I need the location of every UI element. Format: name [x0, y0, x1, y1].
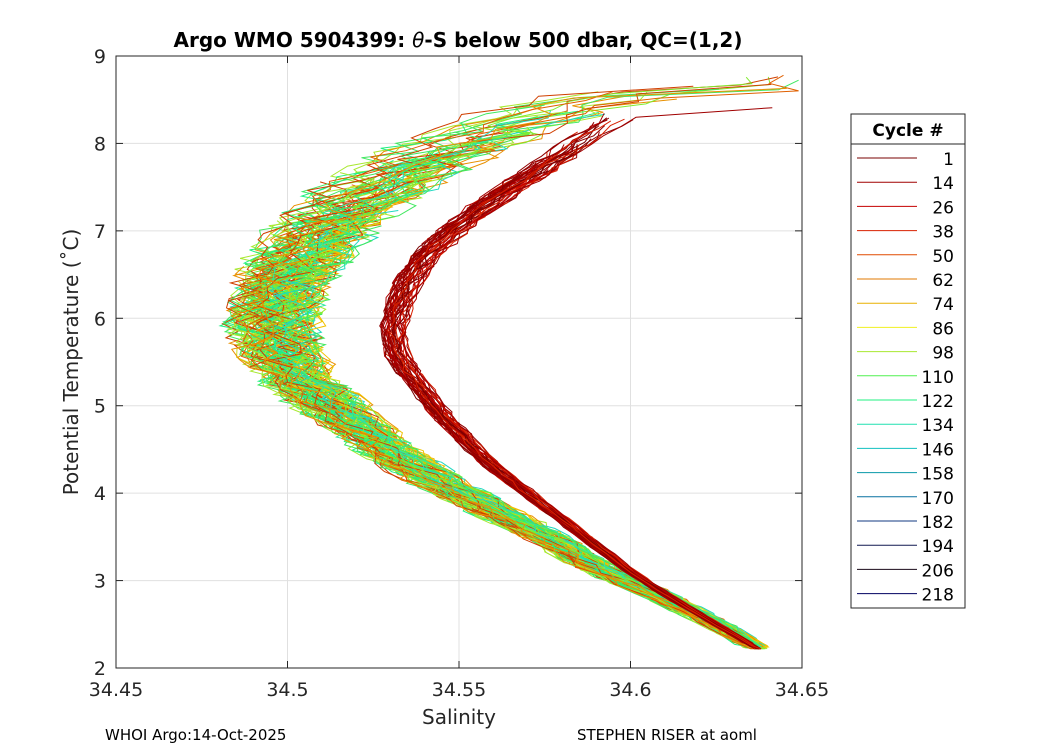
profile-line-late-78: [222, 251, 758, 650]
y-tick-label: 5: [94, 396, 106, 418]
y-tick-label: 8: [94, 133, 106, 155]
y-tick-label: 2: [94, 658, 106, 680]
legend-label: 122: [922, 392, 954, 412]
footer-right: STEPHEN RISER at aoml: [577, 726, 757, 744]
x-axis-ticks: 34.45 34.5 34.55 34.6 34.65: [89, 56, 829, 701]
legend-label: 38: [932, 223, 954, 243]
legend-label: 98: [932, 344, 954, 364]
profile-line-early-30: [391, 144, 757, 650]
legend-box: [850, 113, 966, 609]
profile-line-late-94: [259, 221, 760, 650]
plot-area: 34.45 34.5 34.55 34.6 34.65 2 3 4 5 6 7 8 9: [89, 46, 829, 701]
legend-label: 170: [922, 489, 954, 509]
legend-label: 194: [922, 537, 954, 557]
x-tick-label: 34.65: [775, 679, 829, 701]
footer-left: WHOI Argo:14-Oct-2025: [105, 726, 286, 744]
y-tick-label: 7: [94, 221, 106, 243]
chart-title: Argo WMO 5904399: θ-S below 500 dbar, QC…: [174, 28, 743, 52]
x-axis-label: Salinity: [422, 705, 496, 729]
profile-line-late-96: [259, 162, 758, 650]
x-tick-label: 34.55: [432, 679, 486, 701]
profile-line-early-38: [389, 117, 760, 650]
legend-label: 146: [922, 440, 954, 460]
legend-label: 206: [922, 561, 954, 581]
y-tick-label: 3: [94, 571, 106, 593]
profile-line-late-104: [286, 133, 762, 650]
y-tick-label: 4: [94, 483, 106, 505]
legend-label: 26: [932, 198, 954, 218]
x-tick-label: 34.45: [89, 679, 143, 701]
profile-traces: [218, 74, 799, 650]
y-axis-label: Potential Temperature (˚C): [59, 229, 83, 496]
x-tick-label: 34.6: [609, 679, 651, 701]
legend-label: 110: [922, 368, 954, 388]
x-tick-label: 34.5: [266, 679, 308, 701]
profile-line-late-109: [249, 87, 787, 650]
profile-line-late-103: [255, 206, 756, 649]
legend-label: 14: [932, 174, 954, 194]
legend-label: 50: [932, 247, 954, 267]
profile-line-early-39: [386, 120, 761, 650]
legend-label: 134: [922, 416, 954, 436]
legend-title: Cycle #: [872, 121, 943, 141]
y-axis-ticks: 2 3 4 5 6 7 8 9: [94, 46, 802, 680]
profile-line-early-36: [403, 107, 773, 650]
legend-label: 158: [922, 465, 954, 485]
legend-label: 182: [922, 513, 954, 533]
legend-label: 218: [922, 586, 954, 606]
y-tick-label: 9: [94, 46, 106, 68]
profile-line-late-105: [291, 187, 757, 650]
profile-line-late-102: [271, 135, 761, 649]
legend-label: 74: [932, 295, 954, 315]
legend: Cycle # 1 14 26 38 50 62 74 86 98 110 122 134 146 158…: [850, 113, 966, 609]
profile-line-late-107: [261, 132, 759, 650]
y-tick-label: 6: [94, 308, 106, 330]
profile-line-late-3: [239, 91, 761, 650]
profile-line-early-35: [397, 118, 759, 650]
profile-line-late-101: [230, 266, 756, 650]
legend-label: 62: [932, 271, 954, 291]
legend-label: 1: [943, 150, 954, 170]
legend-label: 86: [932, 319, 954, 339]
